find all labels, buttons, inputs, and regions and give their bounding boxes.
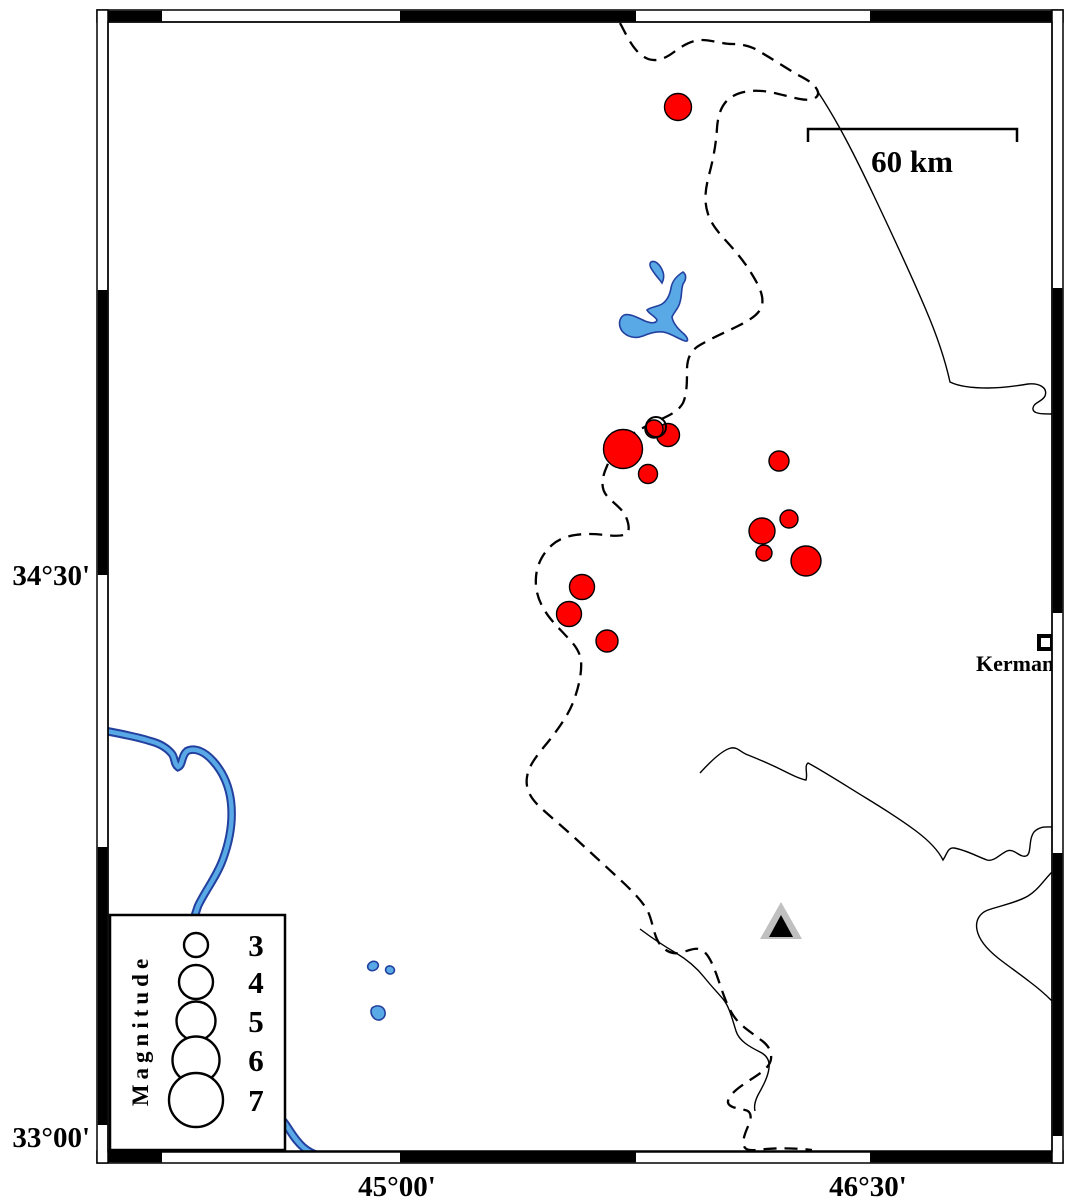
map-frame [96,9,1064,1164]
scale-bar: 60 km [806,127,1019,179]
earthquake-marker [637,463,659,485]
legend-label-mag-4: 4 [248,965,264,1000]
triangle-inner [769,915,793,937]
boundary-line-southeast [975,871,1052,1002]
legend-label-mag-6: 6 [248,1043,264,1078]
legend-label-mag-3: 3 [248,928,264,963]
earthquake-marker [755,544,773,562]
earthquake-marker [595,629,619,653]
city-square-marker [1037,634,1052,651]
earthquake-marker [555,600,583,628]
scale-bar-label: 60 km [871,144,953,179]
boundary-line-east [699,747,1052,862]
legend-label-mag-5: 5 [248,1004,264,1039]
pond [370,1005,386,1021]
river-south [281,1119,316,1152]
earthquake-marker [663,92,693,122]
lat-label-bottom: 33°00' [12,1122,90,1154]
earthquake-marker [748,517,776,545]
boundary-line-northeast [817,91,1052,415]
earthquake-marker [790,545,822,577]
international-border-dashed [525,22,820,1152]
legend-title: Magnitude [128,954,153,1106]
lake-north-arm [649,260,665,285]
lon-label-right: 46°30' [829,1171,907,1201]
earthquake-marker [779,509,799,529]
lake [618,271,689,342]
map-content: Kerman [108,22,1054,1152]
pond [384,965,396,975]
open-event-marker [645,416,667,438]
legend-label-mag-7: 7 [248,1083,264,1118]
earthquake-markers [555,92,822,653]
river-west [108,729,234,921]
open-event-circle [645,416,667,438]
lat-label-top: 34°30' [12,560,90,592]
legend-circle-mag-3 [182,931,210,959]
boundary-line-south [639,928,770,1112]
city-label: Kerman [976,651,1054,676]
magnitude-legend: Magnitude 34 5 6 7 [108,913,287,1152]
scale-bar-bracket [806,127,1019,142]
axis-labels: 34°30' 33°00' 45°00' 46°30' [12,560,906,1201]
legend-circle-mag-7 [167,1071,225,1129]
legend-circle-mag-4 [177,963,215,1001]
earthquake-marker [568,573,596,601]
pond [366,960,380,972]
triangle-marker [760,902,802,939]
lon-label-left: 45°00' [358,1171,436,1201]
earthquake-marker [602,428,644,470]
legend-circle-mag-5 [175,1000,217,1042]
earthquake-marker [768,450,790,472]
legend-rows: 34 5 6 7 [167,928,264,1129]
